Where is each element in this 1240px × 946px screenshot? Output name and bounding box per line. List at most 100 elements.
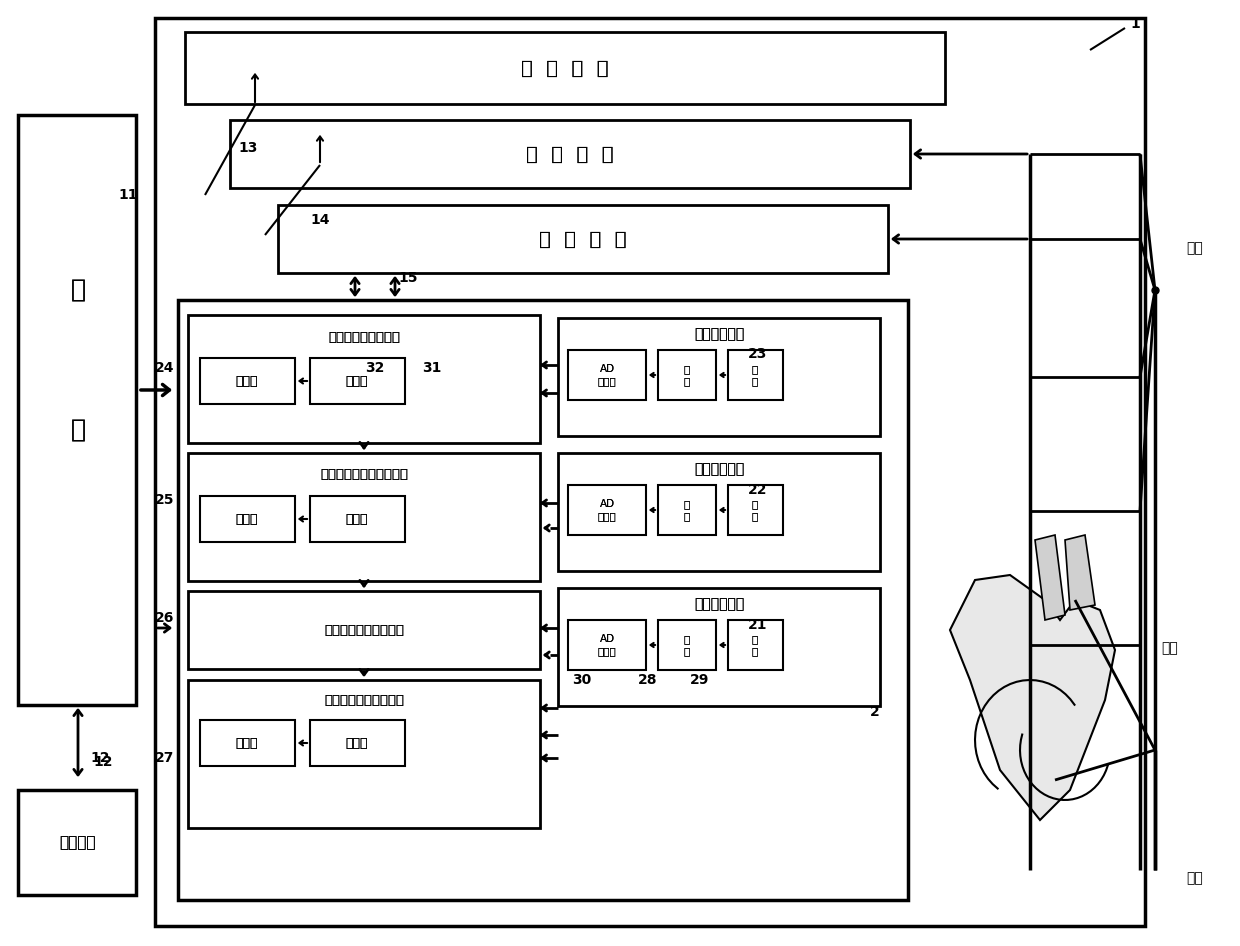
Text: 26: 26 xyxy=(155,611,175,625)
Text: 放
大: 放 大 xyxy=(684,634,691,656)
Text: 通  讯  电  路: 通 讯 电 路 xyxy=(521,59,609,78)
Text: 计时器: 计时器 xyxy=(236,375,258,388)
Text: 比较器: 比较器 xyxy=(346,513,368,525)
Text: 右房心电采集: 右房心电采集 xyxy=(694,462,744,476)
Bar xyxy=(728,350,782,400)
Text: 放
大: 放 大 xyxy=(684,499,691,521)
Text: 放
大: 放 大 xyxy=(684,499,691,521)
Text: 通  讯  电  路: 通 讯 电 路 xyxy=(521,59,609,78)
Text: 24: 24 xyxy=(155,361,175,375)
Text: AD
转换器: AD 转换器 xyxy=(598,364,616,386)
Text: 1: 1 xyxy=(1130,17,1140,31)
Polygon shape xyxy=(1035,535,1065,620)
Text: AD
转换器: AD 转换器 xyxy=(598,499,616,521)
Text: 右室心电采集: 右室心电采集 xyxy=(694,327,744,341)
Bar xyxy=(188,591,539,669)
Text: 28: 28 xyxy=(639,673,657,687)
Text: 滤
波: 滤 波 xyxy=(751,634,758,656)
Text: 右室心电采集: 右室心电采集 xyxy=(694,327,744,341)
Text: 计时器: 计时器 xyxy=(236,737,258,749)
Text: 左室起搊夒获检测模块: 左室起搊夒获检测模块 xyxy=(324,693,404,707)
Text: 池: 池 xyxy=(71,418,86,442)
Text: 感  知  电  路: 感 知 电 路 xyxy=(526,145,614,164)
Text: 31: 31 xyxy=(423,361,441,375)
Bar xyxy=(310,496,405,542)
Text: 右房: 右房 xyxy=(1187,241,1203,255)
Text: 12: 12 xyxy=(93,755,113,769)
Polygon shape xyxy=(950,575,1115,820)
Bar xyxy=(188,453,539,581)
Bar xyxy=(558,588,880,706)
Text: 室间传导稳定性检测模块: 室间传导稳定性检测模块 xyxy=(320,467,408,481)
Text: 滤
波: 滤 波 xyxy=(751,364,758,386)
Text: 室间传导稳定性检测模块: 室间传导稳定性检测模块 xyxy=(320,467,408,481)
Text: 电: 电 xyxy=(71,278,86,302)
Bar xyxy=(658,620,715,670)
Bar xyxy=(278,205,888,273)
Bar xyxy=(200,358,295,404)
Bar xyxy=(568,485,646,535)
Text: 27: 27 xyxy=(155,751,175,765)
Text: 起  搊  电  路: 起 搊 电 路 xyxy=(539,230,626,249)
Text: 池: 池 xyxy=(71,418,86,442)
Text: 32: 32 xyxy=(366,361,384,375)
Text: AD
转换器: AD 转换器 xyxy=(598,364,616,386)
Text: 15: 15 xyxy=(398,271,418,285)
Bar xyxy=(185,32,945,104)
Text: 11: 11 xyxy=(118,188,138,202)
Text: 12: 12 xyxy=(91,751,110,765)
Text: 22: 22 xyxy=(748,483,768,497)
Text: 左室: 左室 xyxy=(1162,641,1178,655)
Text: 左室起搊脆冲产生模块: 左室起搊脆冲产生模块 xyxy=(324,623,404,637)
Text: 13: 13 xyxy=(238,141,258,155)
Polygon shape xyxy=(1065,535,1095,610)
Text: 比较器: 比较器 xyxy=(346,375,368,388)
Text: 滤
波: 滤 波 xyxy=(751,499,758,521)
Bar xyxy=(558,453,880,571)
Text: 计时器: 计时器 xyxy=(236,737,258,749)
Text: 29: 29 xyxy=(691,673,709,687)
Text: 计时器: 计时器 xyxy=(236,375,258,388)
Bar xyxy=(188,680,539,828)
Text: AD
转换器: AD 转换器 xyxy=(598,499,616,521)
Text: 滤
波: 滤 波 xyxy=(751,634,758,656)
Text: 电源管理: 电源管理 xyxy=(60,835,97,850)
Text: 放
大: 放 大 xyxy=(684,634,691,656)
Text: 23: 23 xyxy=(748,347,768,361)
Text: 14: 14 xyxy=(310,213,330,227)
Bar xyxy=(558,318,880,436)
Bar xyxy=(229,120,910,188)
Bar xyxy=(728,620,782,670)
Text: 心捯稳定性检测模块: 心捯稳定性检测模块 xyxy=(329,330,401,343)
Text: 心捯稳定性检测模块: 心捯稳定性检测模块 xyxy=(329,330,401,343)
Text: 比较器: 比较器 xyxy=(346,737,368,749)
Bar xyxy=(310,358,405,404)
Bar xyxy=(200,720,295,766)
Bar xyxy=(200,496,295,542)
Text: 右室: 右室 xyxy=(1187,871,1203,885)
Bar xyxy=(568,350,646,400)
Text: 起  搊  电  路: 起 搊 电 路 xyxy=(539,230,626,249)
Text: 电源管理: 电源管理 xyxy=(60,835,97,850)
Bar xyxy=(658,485,715,535)
Bar xyxy=(188,315,539,443)
Text: 右房心电采集: 右房心电采集 xyxy=(694,462,744,476)
Text: 计时器: 计时器 xyxy=(236,513,258,525)
Text: 计时器: 计时器 xyxy=(236,513,258,525)
Text: 比较器: 比较器 xyxy=(346,513,368,525)
Text: 25: 25 xyxy=(155,493,175,507)
Text: 左室心电采集: 左室心电采集 xyxy=(694,597,744,611)
Text: AD
转换器: AD 转换器 xyxy=(598,634,616,656)
Text: 放
大: 放 大 xyxy=(684,364,691,386)
Bar xyxy=(568,620,646,670)
Bar xyxy=(19,790,136,895)
Text: 滤
波: 滤 波 xyxy=(751,499,758,521)
Text: 左室起搊夒获检测模块: 左室起搊夒获检测模块 xyxy=(324,693,404,707)
Text: 比较器: 比较器 xyxy=(346,375,368,388)
Bar xyxy=(310,720,405,766)
Text: 左室心电采集: 左室心电采集 xyxy=(694,597,744,611)
Bar xyxy=(155,18,1145,926)
Text: 2: 2 xyxy=(870,705,880,719)
Bar xyxy=(179,300,908,900)
Text: 左室起搊脆冲产生模块: 左室起搊脆冲产生模块 xyxy=(324,623,404,637)
